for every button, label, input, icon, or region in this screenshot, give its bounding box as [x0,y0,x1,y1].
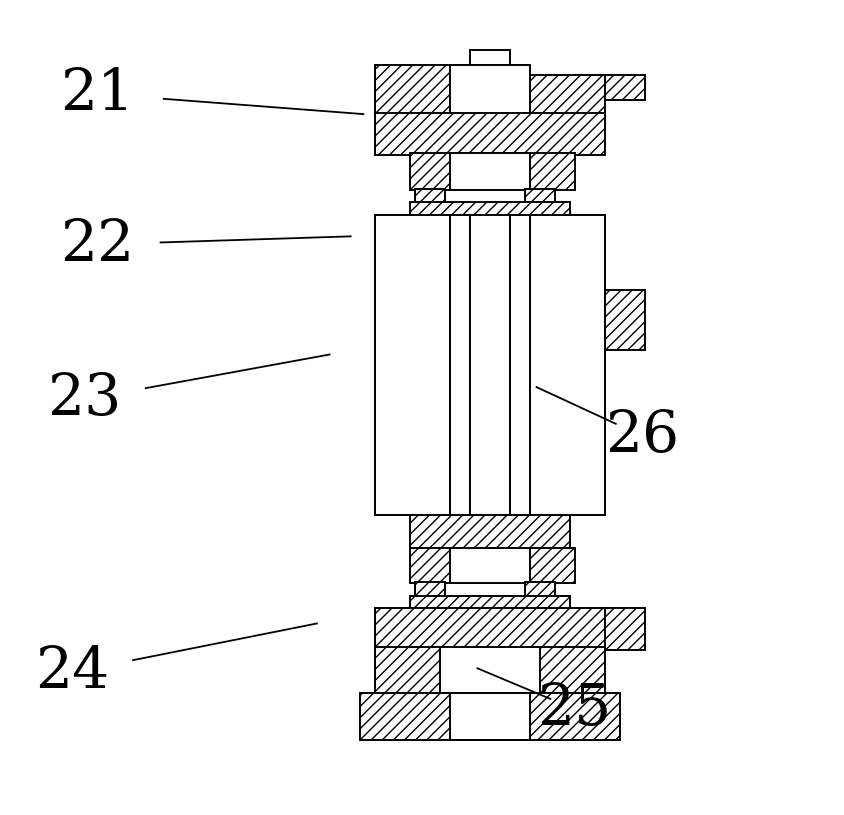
Bar [440,647,539,695]
Bar [409,513,570,550]
Bar [529,75,604,115]
Bar [450,153,529,190]
Bar [450,215,469,515]
Bar [450,693,529,740]
Bar [469,215,510,515]
Bar [529,215,604,515]
Text: 26: 26 [604,408,679,464]
Text: 21: 21 [60,66,134,121]
Bar [469,50,510,80]
Bar [469,215,510,515]
Bar [409,202,570,217]
Bar [524,582,555,598]
Bar [510,215,529,515]
Bar [529,153,574,190]
Bar [360,693,619,740]
Bar [450,215,469,515]
Bar [409,153,454,190]
Bar [375,608,604,650]
Text: 23: 23 [47,372,122,427]
Bar [409,596,570,610]
Bar [450,65,529,115]
Bar [409,548,454,583]
Bar [529,548,574,583]
Bar [375,215,450,515]
Bar [375,113,604,155]
Bar [414,189,445,205]
Bar [529,647,604,695]
Bar [604,290,644,350]
Bar [375,647,450,695]
Bar [375,215,450,515]
Text: 22: 22 [60,217,134,272]
Bar [450,548,529,583]
Bar [510,215,529,515]
Text: 24: 24 [35,645,109,700]
Bar [604,75,644,100]
Bar [604,608,644,650]
Bar [524,189,555,205]
Bar [529,215,604,515]
Bar [375,65,450,115]
Bar [414,582,445,598]
Text: 25: 25 [537,681,611,737]
